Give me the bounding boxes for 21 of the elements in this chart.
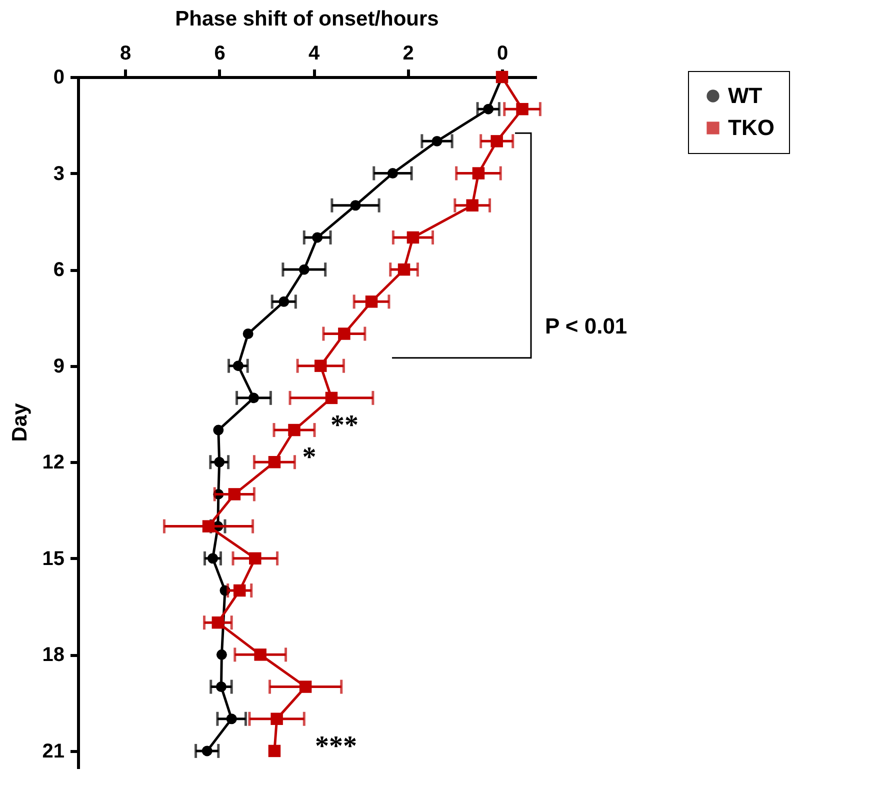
text: P < 0.01 — [545, 314, 628, 339]
legend-label: TKO — [728, 115, 774, 140]
y-tick-label: 18 — [42, 644, 64, 666]
x-tick-label: 0 — [496, 42, 508, 64]
y-tick-label: 12 — [42, 452, 64, 474]
annotation: * — [302, 442, 316, 474]
y-tick-label: 3 — [53, 162, 64, 185]
y-tick-label: 9 — [53, 355, 64, 378]
annotation: *** — [314, 730, 357, 762]
y-tick-label: 6 — [53, 259, 64, 282]
x-tick-label: 4 — [308, 42, 321, 64]
legend-label: WT — [728, 83, 763, 108]
annotation: ** — [330, 410, 359, 442]
y-tick-label: 15 — [42, 548, 64, 570]
y-tick-label: 21 — [42, 740, 64, 762]
y-axis-title: Day — [8, 402, 32, 442]
y-tick-label: 0 — [53, 66, 64, 88]
x-axis-title: Phase shift of onset/hours — [175, 8, 439, 30]
x-tick-label: 2 — [402, 42, 414, 64]
x-tick-label: 8 — [120, 42, 132, 64]
x-tick-label: 6 — [214, 42, 226, 64]
